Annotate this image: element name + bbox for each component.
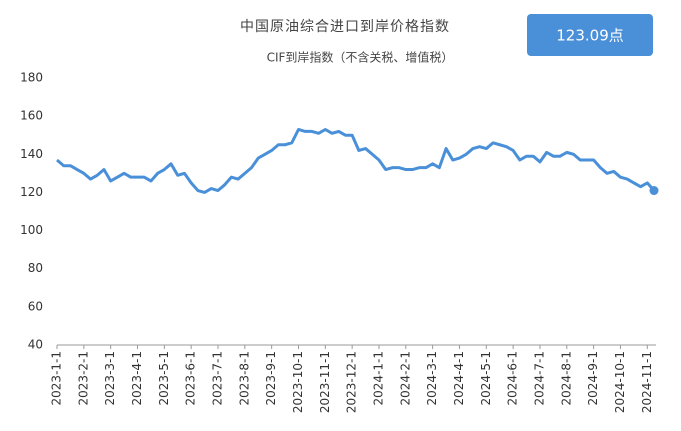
x-tick-label: 2023-2-1	[76, 351, 90, 405]
y-tick-label: 100	[20, 223, 43, 237]
x-tick-label: 2023-5-1	[157, 351, 171, 405]
x-tick-label: 2024-10-1	[613, 351, 627, 413]
x-tick-label: 2024-8-1	[559, 351, 573, 405]
x-tick-label: 2024-11-1	[640, 351, 654, 413]
x-tick-label: 2023-10-1	[291, 351, 305, 413]
x-tick-label: 2024-3-1	[425, 351, 439, 405]
line	[56, 127, 656, 194]
x-tick-label: 2023-9-1	[264, 351, 278, 405]
end-point	[649, 186, 659, 196]
x-tick-label: 2024-7-1	[532, 351, 546, 405]
x-tick-label: 2024-5-1	[479, 351, 493, 405]
x-tick-label: 2024-4-1	[452, 351, 466, 405]
y-tick-label: 60	[28, 299, 43, 313]
x-tick-label: 2024-1-1	[371, 351, 385, 405]
x-tick-label: 2023-3-1	[103, 351, 117, 405]
x-tick-label: 2023-11-1	[318, 351, 332, 413]
x-tick-label: 2024-9-1	[586, 351, 600, 405]
x-tick-label: 2023-1-1	[50, 351, 64, 405]
x-tick-label: 2023-6-1	[184, 351, 198, 405]
y-tick-label: 180	[20, 71, 43, 85]
y-tick-label: 140	[20, 147, 43, 161]
badge-text: 123.09点	[556, 27, 624, 45]
y-tick-label: 160	[20, 109, 43, 123]
x-tick-label: 2023-4-1	[130, 351, 144, 405]
y-tick-label: 40	[28, 338, 43, 352]
x-tick-label: 2024-2-1	[398, 351, 412, 405]
y-tick-label: 80	[28, 261, 43, 275]
chart-title: 中国原油综合进口到岸价格指数	[240, 19, 450, 35]
badge	[527, 14, 653, 56]
x-tick-label: 2024-6-1	[506, 351, 520, 405]
y-tick-label: 120	[20, 185, 43, 199]
x-tick-label: 2023-12-1	[345, 351, 359, 413]
chart-subtitle: CIF到岸指数（不含关税、增值税）	[267, 50, 454, 65]
x-tick-label: 2023-7-1	[210, 351, 224, 405]
x-tick-label: 2023-8-1	[237, 351, 251, 405]
